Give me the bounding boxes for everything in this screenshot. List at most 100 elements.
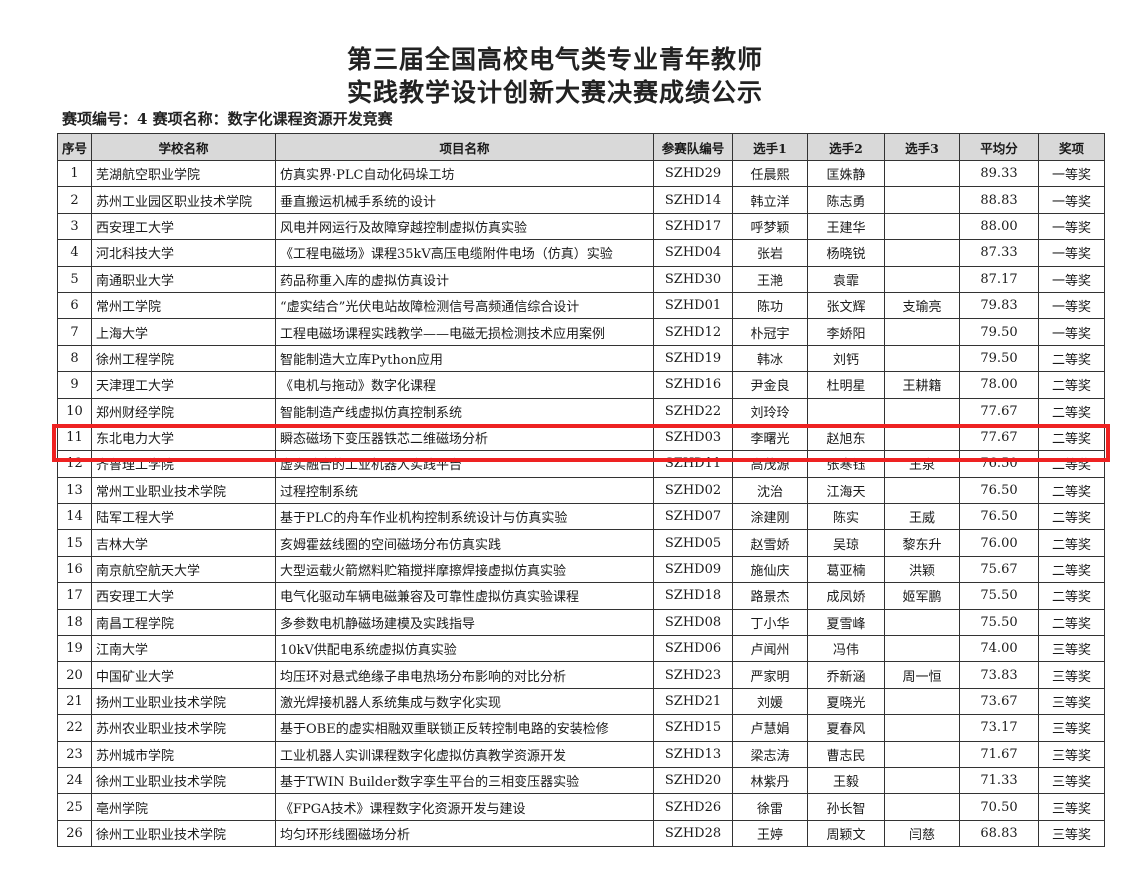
cell-average-score: 88.83: [959, 186, 1039, 214]
cell-player1: 张岩: [732, 239, 808, 267]
cell-average-score: 79.83: [959, 291, 1039, 320]
cell-player2: 葛亚楠: [807, 555, 885, 584]
cell-award: 一等奖: [1038, 239, 1105, 267]
cell-award: 三等奖: [1038, 793, 1105, 821]
table-row: 3 西安理工大学 风电并网运行及故障穿越控制虚拟仿真实验 SZHD17 呼梦颖 王建华 88…: [57, 212, 1105, 241]
cell-average-score: 71.33: [959, 766, 1039, 795]
cell-index: 3: [57, 212, 92, 241]
table-row: 10 郑州财经学院 智能制造产线虚拟仿真控制系统 SZHD22 刘玲玲 77.67 二等奖: [57, 397, 1105, 425]
cell-index: 25: [57, 793, 92, 821]
cell-average-score: 71.67: [959, 740, 1039, 768]
cell-average-score: 74.00: [959, 635, 1039, 663]
cell-player1: 朴冠宇: [732, 318, 808, 346]
cell-player2: 孙长智: [807, 793, 885, 821]
cell-school: 南通职业大学: [91, 265, 276, 293]
cell-project: 过程控制系统: [275, 476, 654, 505]
table-row: 22 苏州农业职业技术学院 基于OBE的虚实相融双重联锁正反转控制电路的安装检修 SZ…: [57, 714, 1105, 742]
cell-player1: 严家明: [732, 661, 808, 689]
cell-project: 《电机与拖动》数字化课程: [275, 371, 654, 399]
cell-player1: 尹金良: [732, 371, 808, 399]
cell-player3: 闫慈: [884, 819, 960, 848]
cell-player3: [884, 344, 960, 373]
cell-index: 10: [57, 397, 92, 425]
cell-school: 徐州工业职业技术学院: [91, 819, 276, 848]
cell-player1: 卢慧娟: [732, 714, 808, 742]
cell-team-id: SZHD05: [653, 529, 733, 557]
cell-project: 亥姆霍兹线圈的空间磁场分布仿真实践: [275, 529, 654, 557]
cell-player3: [884, 476, 960, 505]
cell-player3: [884, 397, 960, 425]
header-team-id: 参赛队编号: [653, 133, 733, 161]
cell-school: 常州工业职业技术学院: [91, 476, 276, 505]
cell-award: 二等奖: [1038, 529, 1105, 557]
cell-award: 一等奖: [1038, 318, 1105, 346]
cell-player1: 任晨熙: [732, 159, 808, 188]
cell-index: 19: [57, 635, 92, 663]
table-row: 8 徐州工程学院 智能制造大立库Python应用 SZHD19 韩冰 刘钙 79.50 二等奖: [57, 344, 1105, 373]
cell-project: 智能制造大立库Python应用: [275, 344, 654, 373]
cell-index: 6: [57, 291, 92, 320]
cell-project: 基于PLC的舟车作业机构控制系统设计与仿真实验: [275, 503, 654, 531]
table-row: 12 齐鲁理工学院 虚实融合的工业机器人实践平台 SZHD11 高茂源 张寒钰 王泉 76.5…: [57, 450, 1105, 478]
cell-index: 21: [57, 687, 92, 716]
table-row: 18 南昌工程学院 多参数电机静磁场建模及实践指导 SZHD08 丁小华 夏雪峰 75.50…: [57, 608, 1105, 637]
cell-team-id: SZHD26: [653, 793, 733, 821]
cell-player2: 成凤娇: [807, 582, 885, 610]
cell-average-score: 73.83: [959, 661, 1039, 689]
cell-school: 苏州城市学院: [91, 740, 276, 768]
cell-average-score: 70.50: [959, 793, 1039, 821]
cell-team-id: SZHD03: [653, 423, 733, 452]
cell-project: 基于TWIN Builder数字孪生平台的三相变压器实验: [275, 766, 654, 795]
cell-player3: 姬军鹏: [884, 582, 960, 610]
cell-award: 二等奖: [1038, 397, 1105, 425]
cell-player3: 支瑜亮: [884, 291, 960, 320]
cell-player1: 呼梦颖: [732, 212, 808, 241]
cell-team-id: SZHD18: [653, 582, 733, 610]
document-title-line1: 第三届全国高校电气类专业青年教师: [346, 45, 763, 74]
cell-award: 三等奖: [1038, 714, 1105, 742]
event-subtitle: 赛项编号：4 赛项名称：数字化课程资源开发竞赛: [62, 110, 393, 128]
cell-project: 《工程电磁场》课程35kV高压电缆附件电场（仿真）实验: [275, 239, 654, 267]
cell-project: 瞬态磁场下变压器铁芯二维磁场分析: [275, 423, 654, 452]
cell-school: 郑州财经学院: [91, 397, 276, 425]
cell-school: 西安理工大学: [91, 212, 276, 241]
cell-school: 陆军工程大学: [91, 503, 276, 531]
cell-school: 上海大学: [91, 318, 276, 346]
cell-player1: 李曙光: [732, 423, 808, 452]
cell-player3: 黎东升: [884, 529, 960, 557]
cell-project: 电气化驱动车辆电磁兼容及可靠性虚拟仿真实验课程: [275, 582, 654, 610]
cell-player2: 赵旭东: [807, 423, 885, 452]
cell-project: 垂直搬运机械手系统的设计: [275, 186, 654, 214]
cell-school: 常州工学院: [91, 291, 276, 320]
cell-player3: [884, 239, 960, 267]
cell-player2: 陈实: [807, 503, 885, 531]
cell-index: 4: [57, 239, 92, 267]
cell-project: 智能制造产线虚拟仿真控制系统: [275, 397, 654, 425]
cell-index: 1: [57, 159, 92, 188]
cell-award: 二等奖: [1038, 344, 1105, 373]
cell-project: 均压环对悬式绝缘子串电热场分布影响的对比分析: [275, 661, 654, 689]
cell-team-id: SZHD17: [653, 212, 733, 241]
cell-team-id: SZHD29: [653, 159, 733, 188]
cell-team-id: SZHD21: [653, 687, 733, 716]
cell-player2: 张寒钰: [807, 450, 885, 478]
cell-school: 徐州工程学院: [91, 344, 276, 373]
cell-player2: 夏雪峰: [807, 608, 885, 637]
cell-school: 东北电力大学: [91, 423, 276, 452]
cell-project: 均匀环形线圈磁场分析: [275, 819, 654, 848]
cell-average-score: 76.00: [959, 529, 1039, 557]
cell-team-id: SZHD19: [653, 344, 733, 373]
table-row: 4 河北科技大学 《工程电磁场》课程35kV高压电缆附件电场（仿真）实验 SZHD04…: [57, 239, 1105, 267]
cell-award: 三等奖: [1038, 661, 1105, 689]
cell-index: 24: [57, 766, 92, 795]
table-row: 5 南通职业大学 药品称重入库的虚拟仿真设计 SZHD30 王滟 袁霏 87.17 一等奖: [57, 265, 1105, 293]
cell-average-score: 77.67: [959, 397, 1039, 425]
cell-player1: 王婷: [732, 819, 808, 848]
header-player3: 选手3: [884, 133, 960, 161]
cell-project: 风电并网运行及故障穿越控制虚拟仿真实验: [275, 212, 654, 241]
cell-player1: 沈治: [732, 476, 808, 505]
cell-player1: 梁志涛: [732, 740, 808, 768]
cell-average-score: 88.00: [959, 212, 1039, 241]
cell-team-id: SZHD13: [653, 740, 733, 768]
table-row: 15 吉林大学 亥姆霍兹线圈的空间磁场分布仿真实践 SZHD05 赵雪娇 吴琼 黎东升 76.…: [57, 529, 1105, 557]
